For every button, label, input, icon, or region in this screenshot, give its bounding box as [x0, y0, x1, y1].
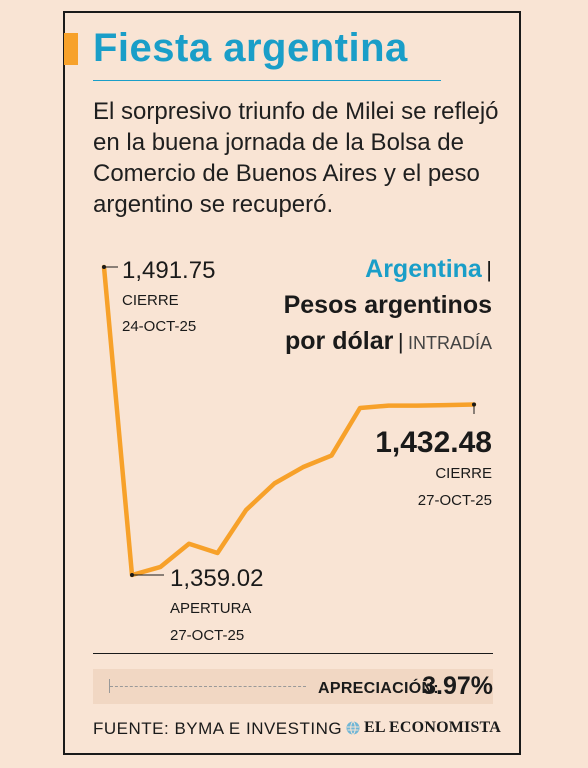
chart-heading-line2: Pesos argentinos: [284, 289, 492, 325]
brand-logo: EL ECONOMISTA: [346, 719, 501, 737]
last-date-label: 27-OCT-25: [418, 492, 492, 509]
series-line: [101, 264, 477, 578]
page-title: Fiesta argentina: [93, 26, 408, 70]
chart-heading-line1: Argentina |: [284, 253, 492, 289]
chart-measure-line1: Pesos argentinos: [283, 291, 492, 319]
chart-country: Argentina: [365, 255, 482, 283]
subtitle: El sorpresivo triunfo de Milei se reflej…: [93, 98, 499, 218]
chart-heading: Argentina | Pesos argentinos por dólar |…: [284, 253, 492, 361]
chart-separator-2: |: [397, 329, 404, 354]
appreciation-label: APRECIACIÓN:: [318, 680, 439, 697]
min-date-label: 27-OCT-25: [170, 627, 244, 644]
appreciation-guide-tick: [109, 679, 110, 693]
chart-separator: |: [486, 257, 492, 282]
first-kind-label: CIERRE: [122, 292, 179, 309]
min-value-label: 1,359.02: [170, 565, 263, 592]
title-divider: [93, 80, 441, 81]
footer-divider: [93, 653, 493, 654]
last-kind-label: CIERRE: [435, 465, 492, 482]
title-accent-bar: [64, 33, 78, 65]
min-kind-label: APERTURA: [170, 600, 251, 617]
chart-measure-line2: por dólar: [285, 327, 394, 355]
first-value-label: 1,491.75: [122, 257, 215, 284]
infographic-card: [63, 11, 521, 755]
source-credit: FUENTE: BYMA E INVESTING: [93, 719, 343, 738]
first-date-label: 24-OCT-25: [122, 318, 196, 335]
chart-heading-line3: por dólar | INTRADÍA: [284, 325, 492, 361]
last-value-label: 1,432.48: [375, 426, 492, 459]
chart-plot-area: [101, 264, 477, 578]
appreciation-guide-line: [110, 686, 306, 687]
chart-qualifier: INTRADÍA: [407, 333, 492, 353]
brand-name: EL ECONOMISTA: [364, 719, 501, 736]
appreciation-value: 3.97%: [422, 672, 493, 700]
globe-icon: [346, 721, 360, 735]
